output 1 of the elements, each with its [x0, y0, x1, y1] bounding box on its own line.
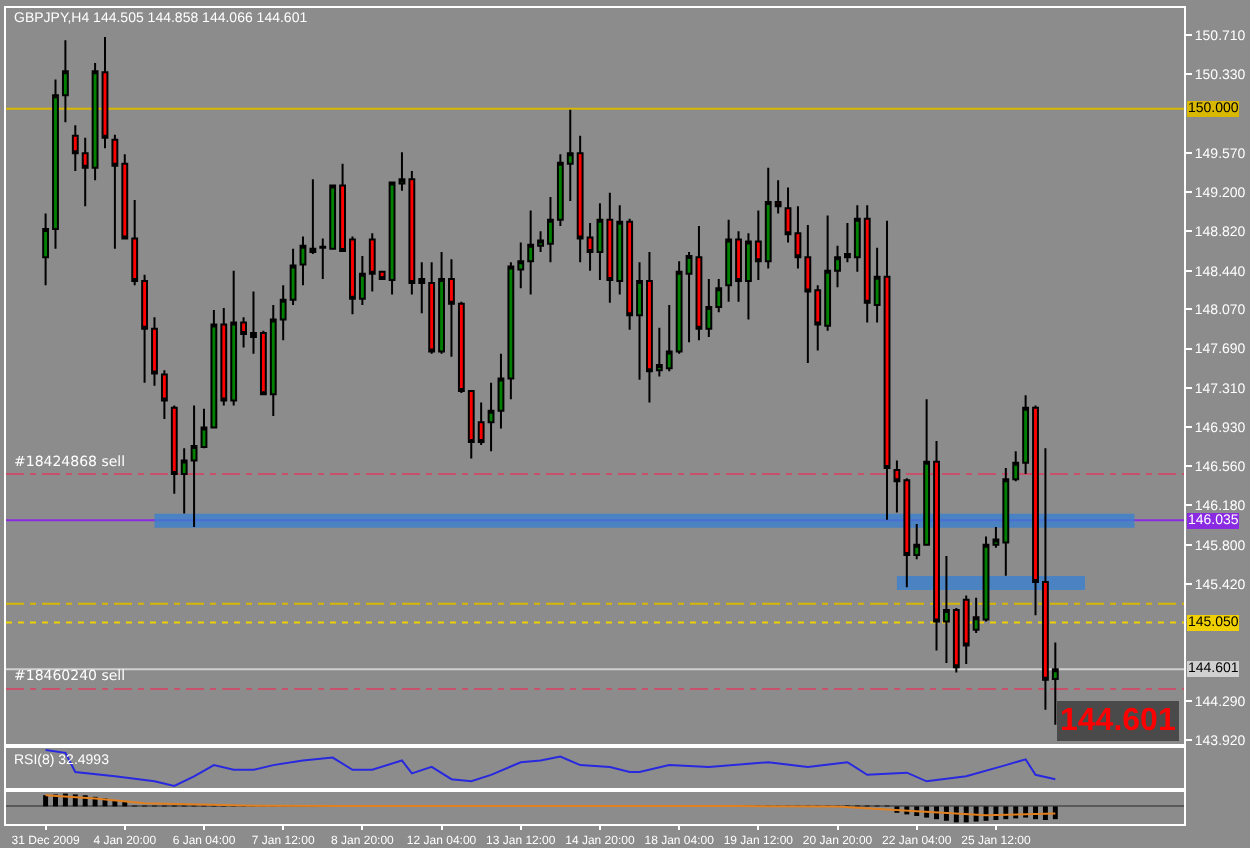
annotation: 144.601 — [1060, 704, 1176, 738]
